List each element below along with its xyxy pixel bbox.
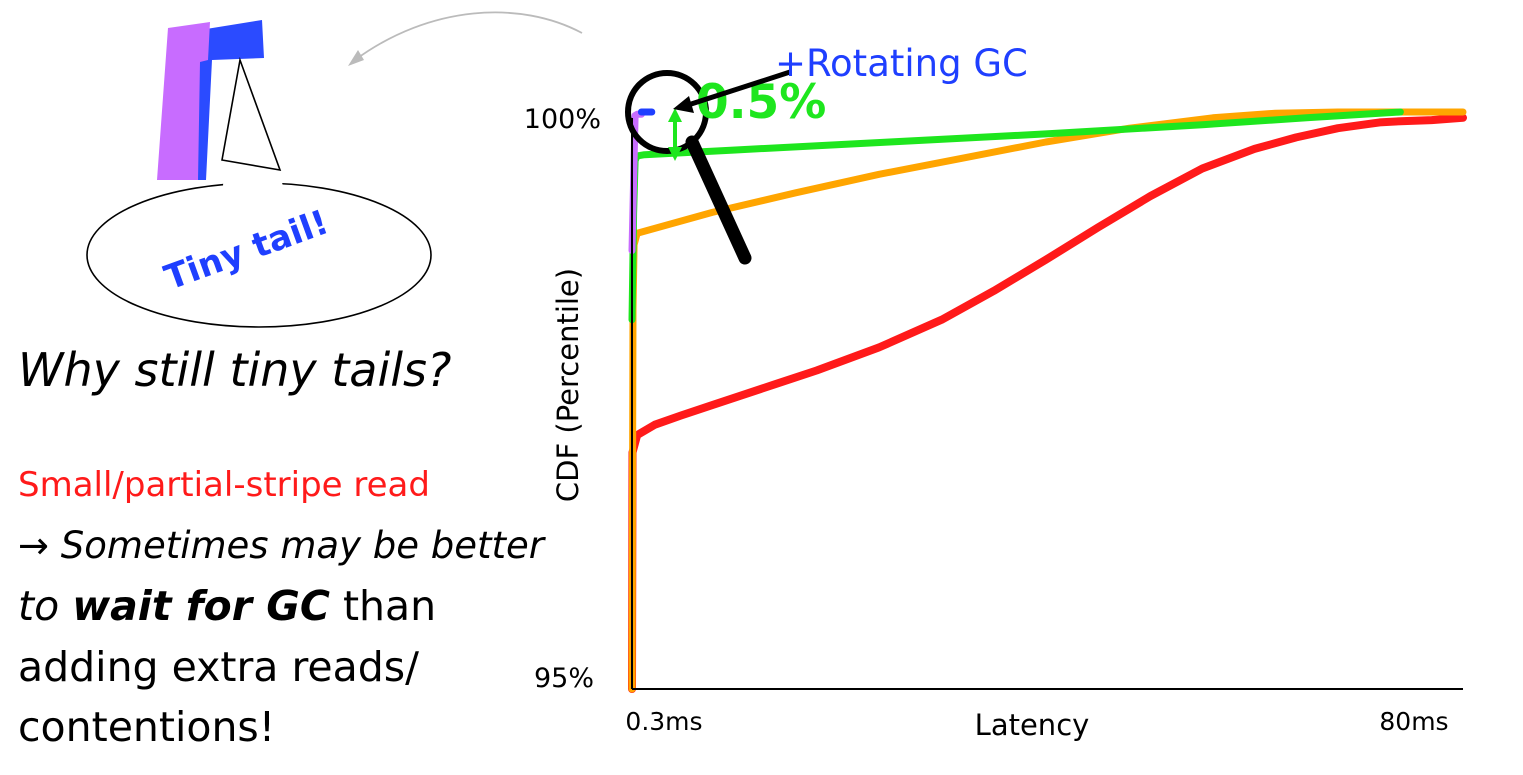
pointer-arrow (354, 11, 583, 61)
explanation-to: to (18, 582, 60, 630)
bubble-tail-cover (223, 172, 283, 186)
magnifier-handle (685, 135, 752, 265)
explanation-line-4: contentions! (18, 703, 276, 751)
speech-bubble: Tiny tail! (86, 56, 432, 328)
gap-arrow-head-top (668, 108, 682, 122)
magnifier-lens (625, 70, 709, 154)
y-tick-label-bottom: 95% (534, 663, 594, 694)
series-line-orange (628, 108, 1467, 693)
pointer-arrow-head (348, 50, 364, 66)
series-label-arrow (684, 69, 791, 109)
x-axis-title: Latency (975, 708, 1090, 742)
bubble-tail (221, 56, 282, 172)
series-label-arrow-head (673, 96, 694, 113)
series-layer (628, 108, 1467, 693)
explanation-sometimes: Sometimes (60, 524, 269, 567)
y-tick-label-top: 100% (524, 104, 601, 135)
x-tick-label-left: 0.3ms (625, 707, 702, 736)
explanation-better: may be better (280, 524, 544, 567)
cdf-chart: 100% 95% 0.3ms 80ms Latency CDF (Percent… (524, 42, 1467, 742)
explanation-line-2: to wait for GC than (18, 582, 436, 630)
point-small-read: Small/partial-stripe read (18, 465, 430, 505)
explanation-line-3: adding extra reads/ (18, 643, 419, 691)
explanation-line-1: → Sometimes may be better (18, 524, 544, 567)
series-line-red (628, 113, 1467, 693)
tail-inset (157, 20, 264, 180)
y-axis-title: CDF (Percentile) (551, 268, 585, 502)
inset-purple-bar (157, 22, 210, 180)
arrow-symbol: → (18, 524, 50, 567)
gap-arrow-head-bottom (668, 147, 682, 161)
explanation-than: than (342, 582, 437, 630)
explanation-wait-for-gc: wait for GC (72, 582, 330, 630)
question-text: Why still tiny tails? (18, 343, 452, 397)
magnifier-icon (625, 70, 752, 265)
x-tick-label-right: 80ms (1379, 707, 1448, 736)
inset-blue-bar (194, 20, 264, 180)
gap-label: 0.5% (696, 75, 826, 130)
series-label: +Rotating GC (775, 42, 1028, 85)
